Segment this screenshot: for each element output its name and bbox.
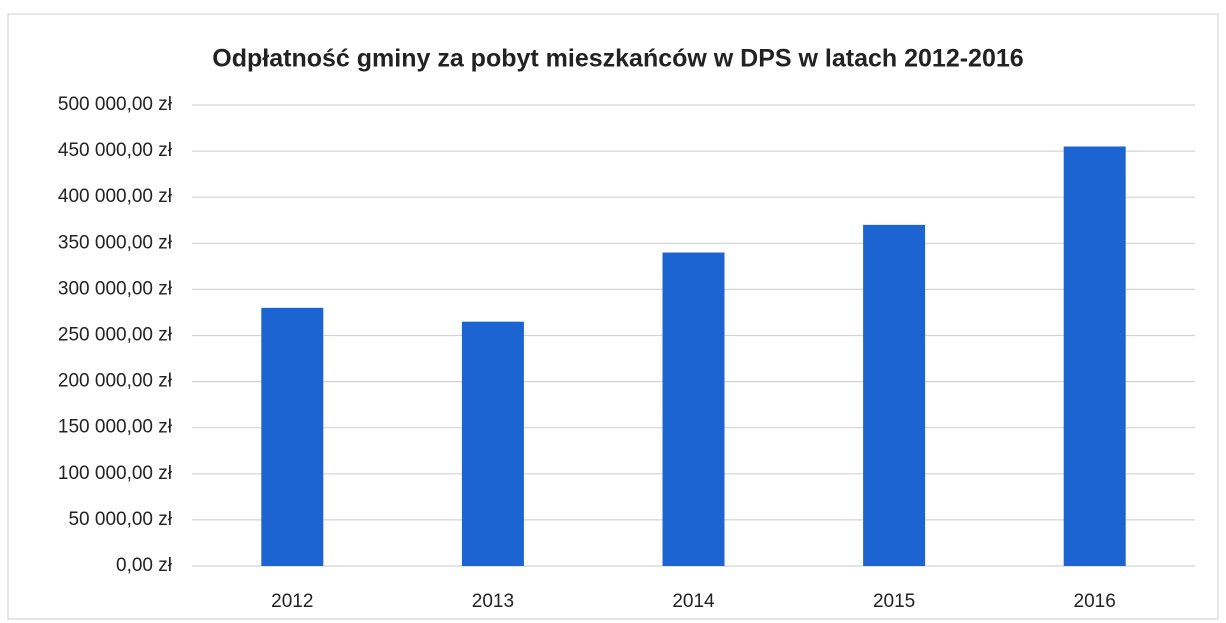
bar	[863, 224, 926, 567]
x-tick-label: 2013	[472, 591, 514, 612]
y-tick-label: 300 000,00 zł	[58, 278, 173, 299]
y-tick-label: 100 000,00 zł	[58, 463, 173, 484]
y-tick-label: 350 000,00 zł	[58, 232, 173, 253]
chart-title: Odpłatność gminy za pobyt mieszkańców w …	[212, 45, 1023, 73]
bar	[461, 321, 524, 566]
x-tick-label: 2012	[271, 591, 313, 612]
y-tick-label: 200 000,00 zł	[58, 371, 173, 392]
chart-frame	[7, 13, 1219, 620]
x-tick-label: 2014	[672, 591, 715, 612]
y-tick-label: 500 000,00 zł	[58, 94, 173, 115]
y-tick-label: 400 000,00 zł	[58, 186, 173, 207]
y-tick-label: 150 000,00 zł	[58, 417, 173, 438]
y-tick-label: 50 000,00 zł	[68, 509, 172, 530]
bar	[261, 307, 324, 566]
bar	[662, 252, 725, 566]
x-tick-label: 2015	[873, 591, 915, 612]
bar	[1063, 146, 1126, 567]
y-tick-label: 0,00 zł	[116, 555, 173, 576]
x-tick-label: 2016	[1074, 591, 1116, 612]
y-tick-label: 450 000,00 zł	[58, 140, 173, 161]
y-tick-label: 250 000,00 zł	[58, 325, 173, 346]
